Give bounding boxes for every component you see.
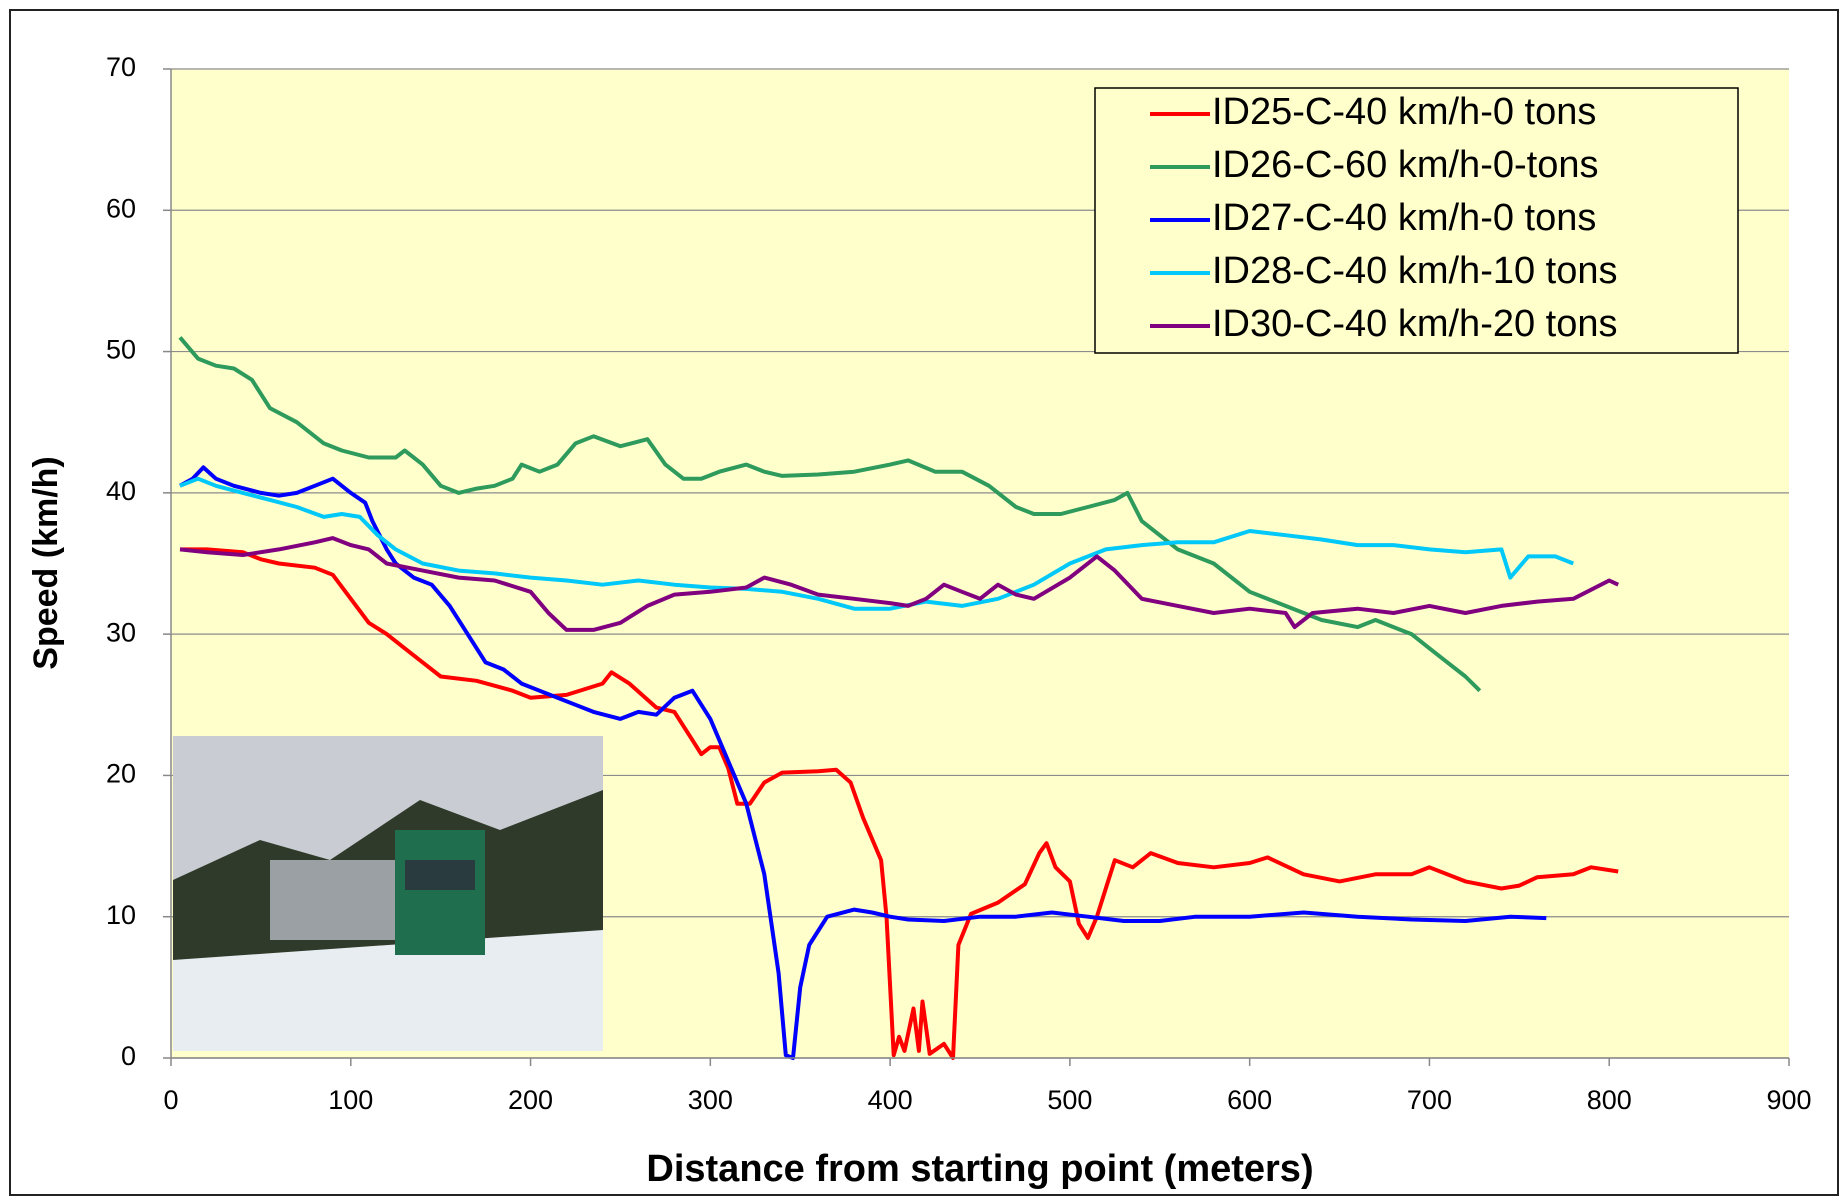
- series-line: [179, 465, 1547, 1060]
- y-tick-label: 20: [106, 759, 136, 789]
- y-tick-label: 70: [106, 52, 136, 82]
- series-line: [179, 476, 1575, 611]
- photo-cab: [395, 830, 485, 955]
- legend-label: ID28-C-40 km/h-10 tons: [1212, 250, 1618, 292]
- y-tick-label: 40: [106, 476, 136, 506]
- x-axis-title: Distance from starting point (meters): [646, 1148, 1313, 1190]
- legend-label: ID26-C-60 km/h-0-tons: [1212, 144, 1598, 186]
- y-tick-label: 10: [106, 900, 136, 930]
- x-tick-label: 600: [1227, 1085, 1272, 1115]
- series-line: [178, 336, 1482, 693]
- legend-entries: ID25-C-40 km/h-0 tons ID26-C-60 km/h-0-to…: [1150, 91, 1618, 345]
- photo-windshield: [405, 860, 475, 890]
- photo-trailer: [270, 860, 410, 940]
- x-tick-label: 300: [688, 1085, 733, 1115]
- legend-label: ID27-C-40 km/h-0 tons: [1212, 197, 1596, 239]
- photo-snow: [173, 930, 603, 1051]
- x-tick-label: 800: [1587, 1085, 1632, 1115]
- y-tick-label: 0: [121, 1041, 136, 1071]
- y-axis-title: Speed (km/h): [27, 456, 65, 669]
- y-tick-label: 60: [106, 193, 136, 223]
- series-line: [180, 547, 1619, 1060]
- x-tick-label: 500: [1047, 1085, 1092, 1115]
- x-tick-label: 900: [1766, 1085, 1811, 1115]
- x-tick-label: 0: [163, 1085, 178, 1115]
- lines: [178, 336, 1620, 1060]
- legend-label: ID25-C-40 km/h-0 tons: [1212, 91, 1596, 133]
- y-tick-label: 30: [106, 617, 136, 647]
- series-line: [179, 536, 1620, 632]
- x-tick-label: 700: [1407, 1085, 1452, 1115]
- y-tick-label: 50: [106, 335, 136, 365]
- photo: [173, 736, 603, 1051]
- x-tick-label: 100: [328, 1085, 373, 1115]
- x-tick-label: 400: [868, 1085, 913, 1115]
- x-tick-label: 200: [508, 1085, 553, 1115]
- legend-label: ID30-C-40 km/h-20 tons: [1212, 303, 1618, 345]
